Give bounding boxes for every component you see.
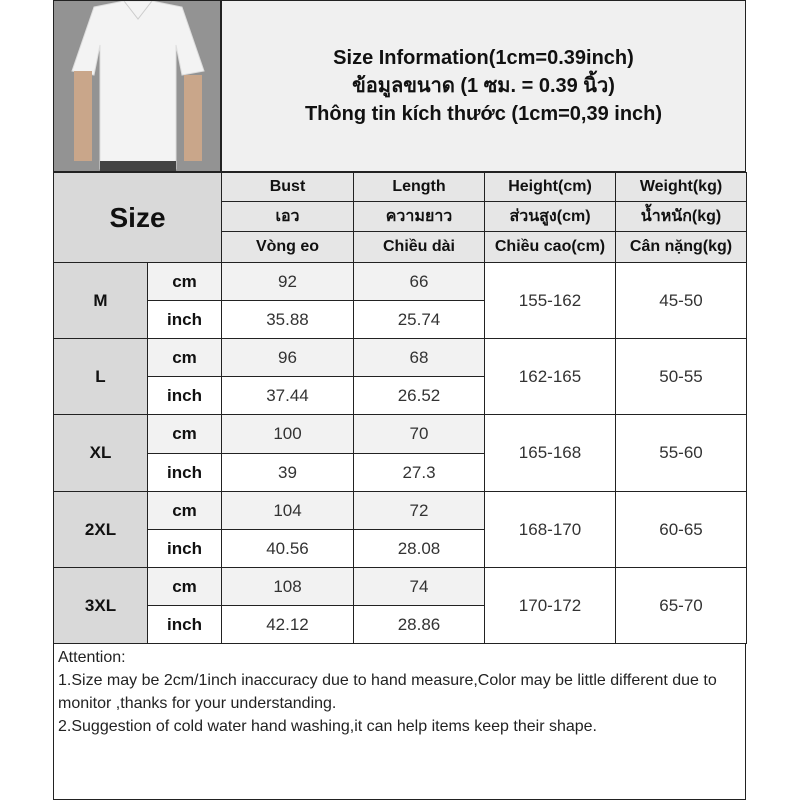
column-header-en: Length: [353, 172, 485, 202]
bust-cm: 92: [221, 262, 354, 301]
size-header: Size: [53, 172, 222, 263]
bust-cm: 96: [221, 338, 354, 377]
product-photo: [53, 0, 221, 172]
bust-inch: 40.56: [221, 529, 354, 568]
length-cm: 74: [353, 567, 485, 606]
column-header-vi: Chiều cao(cm): [484, 231, 616, 263]
column-header-vi: Cân nặng(kg): [615, 231, 747, 263]
column-header-vi: Vòng eo: [221, 231, 354, 263]
length-cm: 72: [353, 491, 485, 530]
size-label: M: [53, 262, 148, 339]
column-header-th: ความยาว: [353, 201, 485, 232]
column-header-en: Weight(kg): [615, 172, 747, 202]
weight-range: 60-65: [615, 491, 747, 568]
weight-range: 65-70: [615, 567, 747, 644]
bust-cm: 100: [221, 414, 354, 454]
size-information-title: Size Information(1cm=0.39inch) ข้อมูลขนา…: [221, 0, 746, 172]
length-inch: 28.08: [353, 529, 485, 568]
unit-inch: inch: [147, 529, 222, 568]
polo-shirt-model-icon: [54, 1, 220, 171]
unit-inch: inch: [147, 453, 222, 492]
height-range: 170-172: [484, 567, 616, 644]
height-range: 165-168: [484, 414, 616, 492]
column-header-th: น้ำหนัก(kg): [615, 201, 747, 232]
bust-inch: 35.88: [221, 300, 354, 339]
unit-cm: cm: [147, 262, 222, 301]
note-heading: Attention:: [58, 649, 126, 666]
unit-cm: cm: [147, 491, 222, 530]
length-inch: 27.3: [353, 453, 485, 492]
column-header-vi: Chiều dài: [353, 231, 485, 263]
bust-cm: 108: [221, 567, 354, 606]
attention-note: Attention: 1.Size may be 2cm/1inch inacc…: [53, 643, 746, 800]
weight-range: 55-60: [615, 414, 747, 492]
weight-range: 50-55: [615, 338, 747, 415]
size-label: 3XL: [53, 567, 148, 644]
length-cm: 70: [353, 414, 485, 454]
length-cm: 68: [353, 338, 485, 377]
unit-inch: inch: [147, 376, 222, 415]
title-english: Size Information(1cm=0.39inch): [333, 47, 634, 69]
length-inch: 25.74: [353, 300, 485, 339]
length-inch: 28.86: [353, 605, 485, 644]
bust-inch: 39: [221, 453, 354, 492]
height-range: 162-165: [484, 338, 616, 415]
bust-cm: 104: [221, 491, 354, 530]
height-range: 155-162: [484, 262, 616, 339]
unit-cm: cm: [147, 414, 222, 454]
title-thai: ข้อมูลขนาด (1 ซม. = 0.39 นิ้ว): [352, 75, 615, 97]
unit-inch: inch: [147, 300, 222, 339]
unit-cm: cm: [147, 567, 222, 606]
unit-inch: inch: [147, 605, 222, 644]
bust-inch: 37.44: [221, 376, 354, 415]
size-label: XL: [53, 414, 148, 492]
size-label: L: [53, 338, 148, 415]
unit-cm: cm: [147, 338, 222, 377]
bust-inch: 42.12: [221, 605, 354, 644]
size-label: 2XL: [53, 491, 148, 568]
column-header-en: Bust: [221, 172, 354, 202]
weight-range: 45-50: [615, 262, 747, 339]
note-line-2: 2.Suggestion of cold water hand washing,…: [58, 718, 597, 735]
note-line-1: 1.Size may be 2cm/1inch inaccuracy due t…: [58, 672, 717, 712]
height-range: 168-170: [484, 491, 616, 568]
column-header-th: ส่วนสูง(cm): [484, 201, 616, 232]
length-cm: 66: [353, 262, 485, 301]
column-header-en: Height(cm): [484, 172, 616, 202]
title-vietnamese: Thông tin kích thước (1cm=0,39 inch): [304, 103, 663, 125]
column-header-th: เอว: [221, 201, 354, 232]
length-inch: 26.52: [353, 376, 485, 415]
